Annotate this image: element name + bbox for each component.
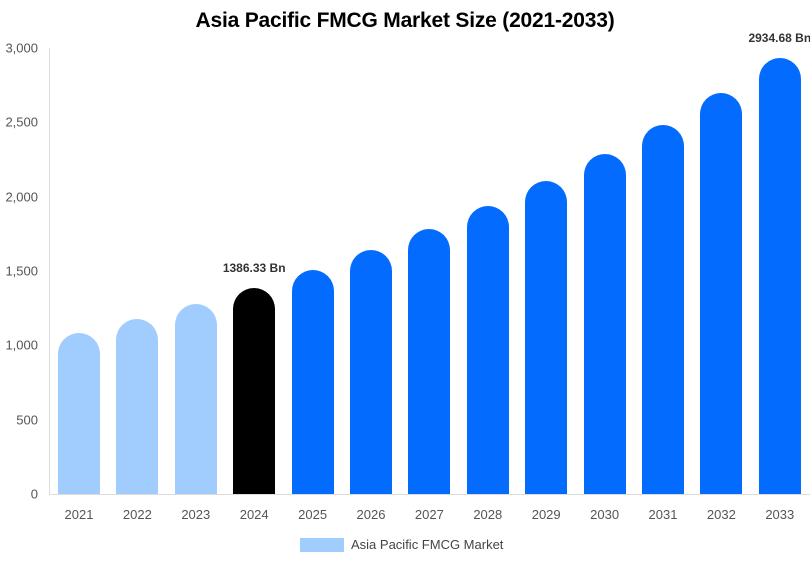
data-label-2033: 2934.68 Bn (748, 30, 810, 45)
legend[interactable]: Asia Pacific FMCG Market (300, 537, 503, 552)
bar-2021[interactable] (58, 333, 100, 494)
legend-swatch (300, 537, 344, 552)
legend-label: Asia Pacific FMCG Market (351, 537, 504, 552)
bar-2031[interactable] (642, 124, 684, 494)
bar-2027[interactable] (408, 229, 451, 494)
x-tick-label: 2021 (64, 507, 94, 522)
x-tick-label: 2033 (765, 507, 795, 522)
x-tick-label: 2028 (473, 507, 503, 522)
bar-2026[interactable] (350, 250, 392, 494)
x-tick-label: 2030 (590, 507, 620, 522)
y-tick-label: 0 (30, 486, 38, 502)
x-axis-line (49, 494, 810, 495)
bar-2030[interactable] (583, 154, 626, 494)
y-tick-label: 3,000 (5, 40, 38, 56)
bar-2032[interactable] (700, 92, 743, 494)
y-axis-line (49, 48, 50, 494)
bar-2023[interactable] (174, 304, 217, 494)
y-tick-label: 1,500 (5, 263, 38, 279)
y-tick-label: 500 (16, 412, 38, 428)
bar-2028[interactable] (466, 206, 509, 494)
x-tick-label: 2022 (122, 507, 152, 522)
bar-2025[interactable] (291, 269, 334, 494)
y-tick-label: 2,000 (5, 189, 38, 205)
x-tick-label: 2031 (648, 507, 678, 522)
data-label-2024: 1386.33 Bn (222, 260, 286, 275)
y-tick-label: 1,000 (5, 337, 38, 353)
x-tick-label: 2023 (181, 507, 211, 522)
y-tick-label: 2,500 (5, 114, 38, 130)
x-tick-label: 2029 (531, 507, 561, 522)
x-tick-label: 2026 (356, 507, 386, 522)
x-tick-label: 2027 (414, 507, 444, 522)
bar-2024[interactable] (233, 287, 276, 494)
bar-2029[interactable] (525, 181, 568, 494)
x-tick-label: 2032 (706, 507, 736, 522)
chart-title: Asia Pacific FMCG Market Size (2021-2033… (195, 9, 615, 32)
bar-2033[interactable] (758, 57, 801, 494)
x-tick-label: 2025 (298, 507, 328, 522)
bar-2022[interactable] (116, 319, 159, 494)
x-tick-label: 2024 (239, 507, 269, 522)
